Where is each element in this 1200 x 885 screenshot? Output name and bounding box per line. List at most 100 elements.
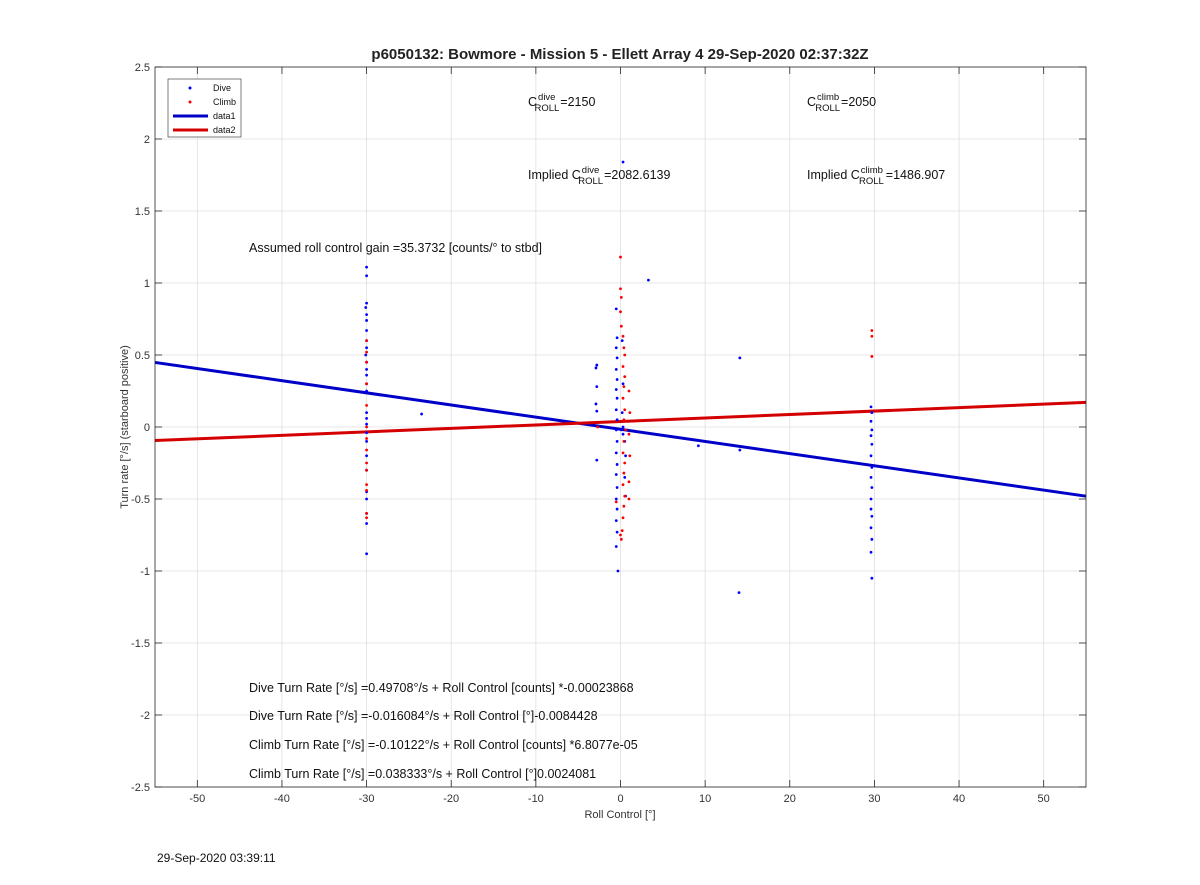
data-point-dive — [365, 552, 368, 556]
implied-dive-sup: dive — [582, 165, 599, 176]
implied-dive-value: =2082.6139 — [604, 168, 670, 182]
y-tick-label: 0 — [144, 422, 150, 434]
annotation-c-climb: Cclimb ROLL=2050 — [807, 92, 876, 114]
data-point-dive — [870, 411, 874, 414]
data-point-climb — [623, 375, 627, 378]
x-tick-label: 40 — [953, 793, 965, 805]
data-point-dive — [614, 545, 618, 548]
data-point-climb — [365, 483, 368, 486]
data-point-dive — [869, 550, 873, 554]
y-tick-label: -2.5 — [131, 782, 150, 794]
data-point-dive — [870, 428, 874, 432]
x-tick-label: -10 — [528, 793, 544, 805]
c-climb-sup: climb — [817, 92, 839, 103]
data-point-dive — [737, 591, 741, 594]
data-point-dive — [869, 419, 873, 423]
data-point-dive — [594, 402, 598, 406]
data-point-climb — [622, 418, 626, 422]
data-point-dive — [615, 440, 619, 443]
data-point-dive — [614, 519, 618, 522]
x-tick-label: 30 — [868, 793, 880, 805]
data-point-climb — [365, 382, 368, 386]
data-point-dive — [621, 432, 625, 436]
data-point-dive — [614, 408, 618, 412]
data-point-climb — [619, 310, 622, 314]
data-point-dive — [621, 160, 625, 164]
data-point-climb — [870, 334, 874, 338]
data-point-dive — [364, 306, 368, 309]
data-point-climb — [622, 471, 626, 475]
x-tick-label: -50 — [189, 793, 205, 805]
data-point-climb — [621, 483, 625, 486]
data-point-dive — [869, 454, 873, 458]
data-point-dive — [365, 329, 368, 332]
data-point-dive — [615, 356, 619, 360]
data-point-dive — [595, 363, 599, 367]
data-point-climb — [619, 255, 622, 259]
data-point-dive — [365, 431, 368, 435]
implied-climb-sup: climb — [861, 165, 883, 176]
y-tick-label: -0.5 — [131, 494, 150, 506]
annotation-implied-dive: Implied Cdive ROLL=2082.6139 — [528, 165, 670, 187]
data-point-dive — [595, 409, 599, 413]
data-point-dive — [595, 458, 599, 462]
data-point-climb — [627, 497, 631, 501]
legend-box — [167, 78, 242, 138]
annotation-implied-climb: Implied Cclimb ROLL =1486.907 — [807, 165, 945, 187]
data-point-dive — [869, 476, 873, 479]
data-point-dive — [615, 530, 619, 534]
c-climb-prefix: C — [807, 95, 816, 109]
annotation-fit-dive-degrees: Dive Turn Rate [°/s] =-0.016084°/s + Rol… — [249, 709, 598, 723]
data-point-dive — [595, 385, 599, 389]
legend: Dive Climb data1 data2 — [167, 78, 242, 138]
data-point-climb — [628, 454, 632, 458]
implied-climb-value: =1486.907 — [886, 168, 945, 182]
data-point-dive — [620, 411, 624, 414]
y-tick-label: 1.5 — [135, 206, 150, 218]
data-point-climb — [620, 529, 624, 533]
x-tick-label: 10 — [699, 793, 711, 805]
data-point-dive — [365, 346, 368, 350]
data-point-dive — [615, 418, 619, 422]
implied-climb-sub: ROLL — [859, 176, 884, 187]
data-point-dive — [614, 473, 618, 476]
data-point-dive — [869, 434, 873, 438]
data-point-dive — [870, 576, 874, 580]
data-point-dive — [365, 422, 368, 426]
y-tick-label: 2 — [144, 134, 150, 146]
data-point-climb — [870, 355, 874, 358]
data-point-dive — [365, 368, 368, 371]
data-point-climb — [621, 334, 625, 338]
data-point-climb — [365, 339, 368, 342]
data-point-dive — [365, 497, 368, 501]
data-point-climb — [365, 448, 368, 452]
data-point-dive — [869, 497, 873, 501]
data-point-climb — [621, 396, 625, 400]
chart-title: p6050132: Bowmore - Mission 5 - Ellett A… — [371, 46, 868, 63]
data-point-climb — [596, 425, 600, 429]
data-point-dive — [870, 514, 874, 518]
data-point-climb — [621, 451, 625, 455]
data-point-climb — [623, 408, 627, 412]
x-tick-label: 0 — [617, 793, 623, 805]
data-point-climb — [624, 428, 627, 432]
data-point-climb — [365, 512, 368, 515]
series-line-data2 — [154, 400, 1087, 443]
data-point-climb — [870, 329, 874, 332]
data-point-climb — [627, 480, 631, 484]
x-tick-label: 50 — [1038, 793, 1050, 805]
data-point-climb — [365, 360, 368, 364]
y-tick-label: 0.5 — [135, 350, 150, 362]
data-point-climb — [619, 537, 623, 541]
data-point-dive — [620, 339, 624, 342]
data-point-dive — [365, 411, 368, 414]
x-tick-label: -20 — [443, 793, 459, 805]
data-point-climb — [365, 461, 368, 465]
data-point-climb — [619, 287, 622, 291]
data-point-dive — [365, 389, 368, 393]
data-point-climb — [365, 425, 368, 429]
y-tick-label: 2.5 — [135, 62, 150, 74]
data-point-climb — [622, 385, 626, 389]
x-tick-label: -30 — [359, 793, 375, 805]
